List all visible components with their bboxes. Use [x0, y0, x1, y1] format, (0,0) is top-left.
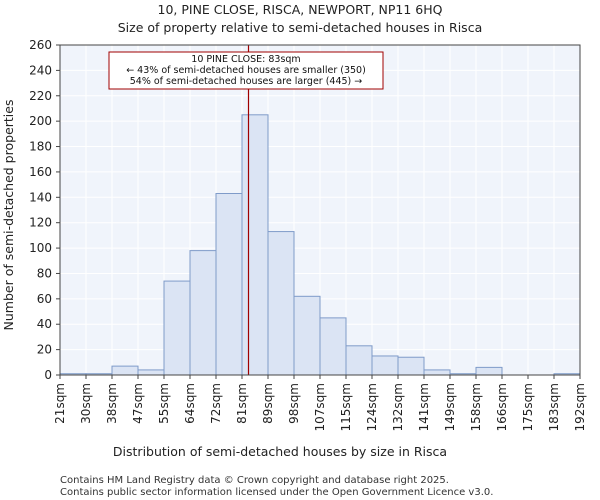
- y-tick-label: 0: [44, 368, 52, 382]
- x-tick-label: 55sqm: [157, 383, 171, 424]
- y-tick-label: 120: [29, 216, 52, 230]
- y-tick-label: 200: [29, 114, 52, 128]
- annotation-line-3: 54% of semi-detached houses are larger (…: [130, 76, 363, 87]
- x-tick-label: 132sqm: [391, 383, 405, 431]
- x-tick-label: 47sqm: [131, 383, 145, 424]
- y-tick-label: 40: [37, 317, 52, 331]
- x-tick-label: 115sqm: [339, 383, 353, 431]
- bar-72sqm: [215, 193, 243, 376]
- x-tick-label: 38sqm: [105, 383, 119, 424]
- x-tick-label: 81sqm: [235, 383, 249, 424]
- bar-38sqm: [111, 365, 139, 376]
- x-tick-label: 98sqm: [287, 383, 301, 424]
- y-tick-label: 20: [37, 343, 52, 357]
- plot-area: 10 PINE CLOSE: 83sqm ← 43% of semi-detac…: [59, 44, 581, 376]
- x-tick-label: 124sqm: [365, 383, 379, 431]
- x-tick-label: 30sqm: [79, 383, 93, 424]
- bar-98sqm: [293, 295, 321, 376]
- y-tick-label: 180: [29, 140, 52, 154]
- bar-158sqm: [475, 366, 503, 376]
- y-tick-label: 160: [29, 165, 52, 179]
- annotation-line-2: ← 43% of semi-detached houses are smalle…: [126, 65, 366, 76]
- y-tick-label: 60: [37, 292, 52, 306]
- bar-47sqm: [137, 369, 165, 376]
- bar-81sqm: [241, 114, 269, 376]
- y-tick-label: 100: [29, 241, 52, 255]
- bar-55sqm: [163, 280, 191, 376]
- chart-subtitle: Size of property relative to semi-detach…: [118, 20, 482, 35]
- chart-title: 10, PINE CLOSE, RISCA, NEWPORT, NP11 6HQ: [158, 2, 443, 17]
- annotation-box: [108, 51, 384, 90]
- bar-115sqm: [345, 345, 373, 376]
- bar-124sqm: [371, 355, 399, 376]
- x-tick-label: 107sqm: [313, 383, 327, 431]
- x-tick-label: 64sqm: [183, 383, 197, 424]
- x-tick-label: 21sqm: [53, 383, 67, 424]
- x-tick-label: 72sqm: [209, 383, 223, 424]
- x-tick-label: 89sqm: [261, 383, 275, 424]
- y-tick-label: 220: [29, 89, 52, 103]
- y-tick-label: 240: [29, 63, 52, 77]
- y-axis-label: Number of semi-detached properties: [1, 100, 16, 331]
- x-tick-label: 141sqm: [417, 383, 431, 431]
- x-axis-label: Distribution of semi-detached houses by …: [113, 444, 447, 459]
- x-tick-label: 158sqm: [469, 383, 483, 431]
- y-tick-label: 80: [37, 266, 52, 280]
- bar-64sqm: [189, 250, 217, 376]
- y-axis-ticks: 0 20 40 60 80 100 120 140 160 180 200 220 240 260: [29, 38, 60, 382]
- footer-line-2: Contains public sector information licen…: [60, 487, 493, 498]
- marker-annotation: 10 PINE CLOSE: 83sqm ← 43% of semi-detac…: [108, 51, 384, 90]
- annotation-line-1: 10 PINE CLOSE: 83sqm: [191, 54, 300, 65]
- x-axis-ticks: 21sqm 30sqm 38sqm 47sqm 55sqm 64sqm 72sqm 81sqm…: [53, 375, 587, 431]
- bar-141sqm: [423, 369, 451, 376]
- x-tick-label: 166sqm: [495, 383, 509, 431]
- bar-107sqm: [319, 317, 347, 376]
- footer-line-1: Contains HM Land Registry data © Crown c…: [60, 475, 449, 486]
- bars: [59, 114, 581, 376]
- bar-132sqm: [397, 356, 425, 376]
- bar-89sqm: [267, 231, 295, 376]
- x-tick-label: 149sqm: [443, 383, 457, 431]
- x-tick-label: 192sqm: [573, 383, 587, 431]
- x-tick-label: 183sqm: [547, 383, 561, 431]
- y-tick-label: 260: [29, 38, 52, 52]
- y-tick-label: 140: [29, 190, 52, 204]
- x-tick-label: 175sqm: [521, 383, 535, 431]
